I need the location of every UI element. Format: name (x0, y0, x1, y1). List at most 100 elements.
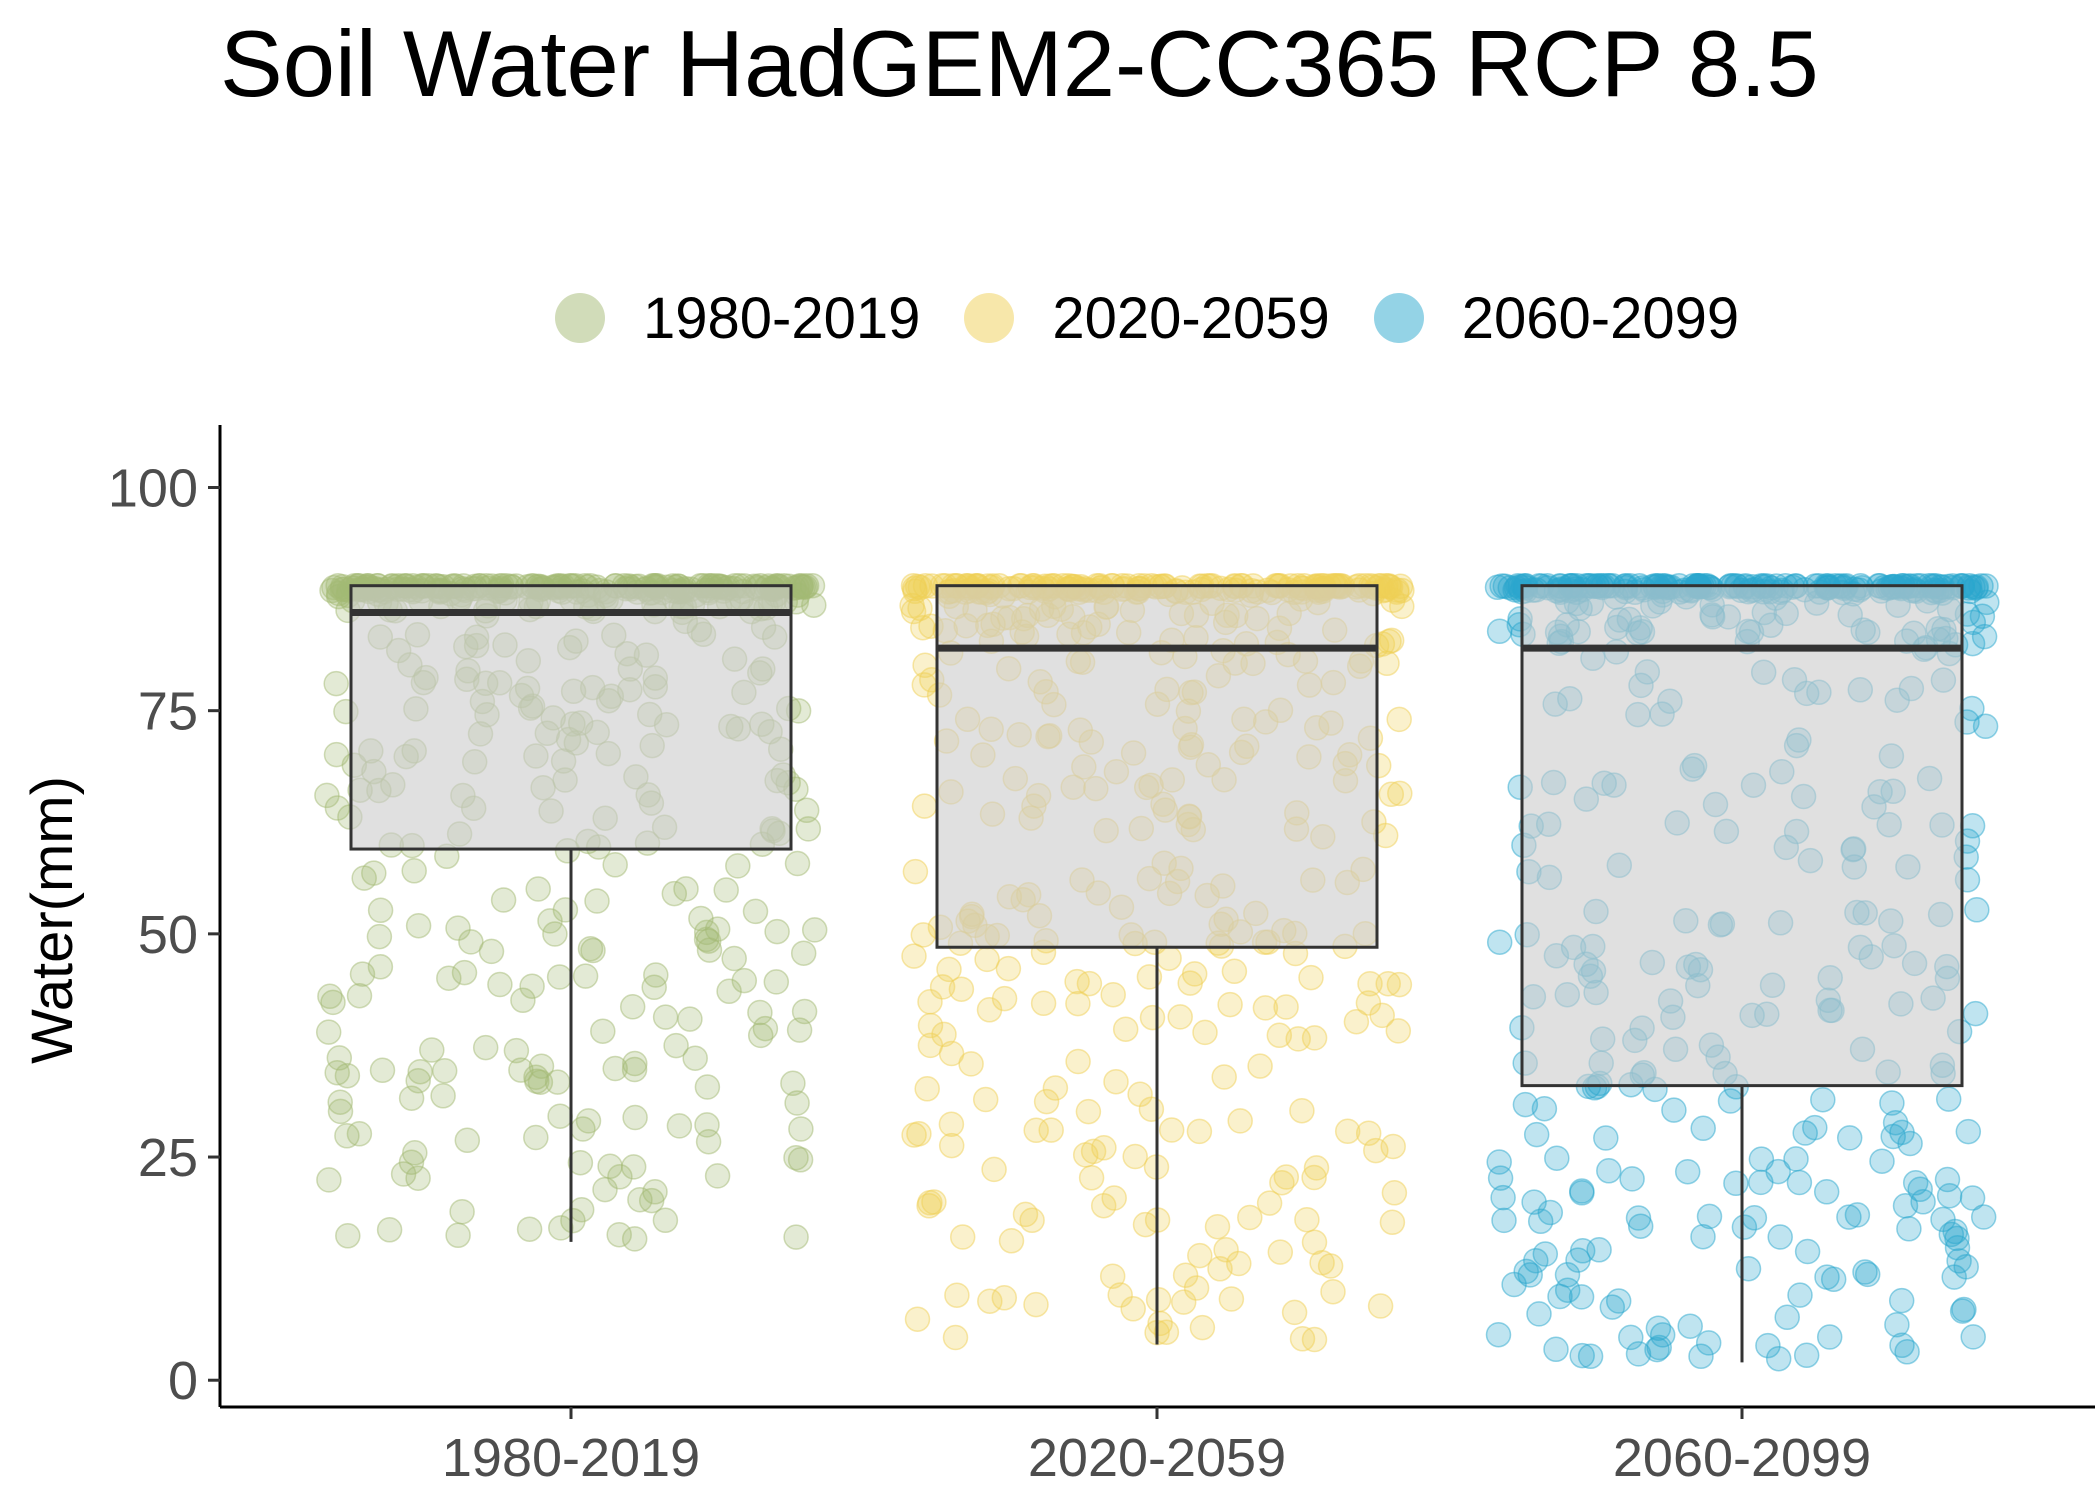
data-point-2020-2059 (1357, 970, 1383, 997)
data-point-2060-2099 (1810, 1086, 1836, 1113)
data-point-2020-2059 (1042, 1075, 1069, 1101)
data-point-2020-2059 (1320, 1278, 1346, 1305)
data-point-2020-2059 (1033, 1088, 1060, 1115)
data-point-2060-2099 (1892, 1193, 1919, 1219)
data-point-2060-2099 (1960, 1324, 1986, 1350)
data-point-2020-2059 (976, 997, 1003, 1023)
data-point-1980-2019 (376, 1217, 403, 1243)
data-point-2060-2099 (1836, 1204, 1862, 1230)
box-1980-2019 (349, 584, 793, 851)
data-point-2020-2059 (1204, 1213, 1231, 1240)
data-point-1980-2019 (695, 928, 722, 954)
data-point-1980-2019 (620, 1154, 647, 1180)
data-point-2020-2059 (1376, 628, 1402, 655)
data-point-1980-2019 (677, 1006, 703, 1032)
data-point-1980-2019 (641, 974, 667, 1001)
data-point-1980-2019 (661, 880, 688, 907)
data-point-2020-2059 (1136, 964, 1163, 990)
data-point-2020-2059 (1107, 1282, 1133, 1308)
data-point-1980-2019 (449, 1198, 475, 1225)
data-point-2060-2099 (1974, 589, 2000, 616)
data-point-2020-2059 (1381, 1180, 1408, 1206)
data-point-1980-2019 (793, 797, 820, 824)
data-point-1980-2019 (547, 1103, 573, 1129)
data-point-2020-2059 (1101, 1185, 1127, 1211)
data-point-2020-2059 (1187, 1242, 1213, 1269)
data-point-2020-2059 (1380, 1133, 1406, 1160)
data-point-2020-2059 (1078, 1165, 1105, 1191)
data-point-2060-2099 (1902, 1170, 1929, 1196)
data-point-2060-2099 (1959, 630, 1986, 657)
data-point-1980-2019 (346, 982, 373, 1009)
data-point-1980-2019 (567, 1149, 594, 1176)
data-point-1980-2019 (731, 967, 758, 994)
data-point-1980-2019 (747, 999, 773, 1026)
data-point-1980-2019 (516, 1216, 543, 1242)
data-point-2020-2059 (1065, 990, 1091, 1017)
legend-item-1980-2019: 1980-2019 (555, 285, 920, 352)
data-point-1980-2019 (323, 670, 349, 697)
data-point-2020-2059 (931, 1021, 957, 1048)
legend-item-2060-2099: 2060-2099 (1373, 285, 1739, 352)
data-point-1980-2019 (592, 1176, 618, 1203)
data-point-2020-2059 (902, 578, 928, 605)
data-point-2020-2059 (1221, 958, 1248, 985)
data-point-2060-2099 (1844, 1202, 1871, 1228)
data-point-2060-2099 (1935, 1086, 1962, 1112)
data-point-2020-2059 (1303, 1155, 1330, 1181)
data-point-2060-2099 (1544, 1145, 1570, 1171)
data-point-1980-2019 (324, 795, 351, 821)
data-point-1980-2019 (652, 1207, 679, 1234)
legend-key-2060-2099 (1373, 293, 1424, 343)
data-point-1980-2019 (577, 935, 604, 962)
data-point-2020-2059 (938, 1132, 965, 1159)
data-point-2020-2059 (1030, 990, 1057, 1017)
data-point-1980-2019 (795, 816, 822, 842)
data-point-1980-2019 (693, 926, 720, 953)
data-point-2060-2099 (1554, 1262, 1581, 1288)
data-point-2060-2099 (1674, 1158, 1701, 1185)
data-point-1980-2019 (694, 1112, 720, 1138)
data-point-2060-2099 (1884, 1311, 1910, 1338)
data-point-1980-2019 (527, 1069, 554, 1095)
data-point-2020-2059 (911, 793, 938, 819)
legend-label-2020-2059: 2020-2059 (1052, 285, 1330, 351)
data-point-2020-2059 (1139, 1004, 1166, 1031)
data-point-1980-2019 (367, 897, 394, 924)
data-point-2060-2099 (1959, 1185, 1986, 1211)
y-tick-label: 0 (168, 1351, 198, 1411)
data-point-2060-2099 (1936, 1183, 1963, 1209)
data-point-2060-2099 (1964, 897, 1990, 923)
data-point-1980-2019 (398, 1149, 425, 1175)
data-point-2020-2059 (944, 1282, 970, 1308)
data-point-2060-2099 (1949, 1298, 1976, 1324)
data-point-2020-2059 (901, 943, 927, 969)
data-point-2060-2099 (1569, 1180, 1595, 1206)
data-point-2060-2099 (1942, 1218, 1968, 1245)
data-point-2060-2099 (1517, 1262, 1543, 1288)
y-axis-label: Water(mm) (20, 776, 85, 1064)
data-point-2020-2059 (1386, 971, 1413, 998)
data-point-2060-2099 (1487, 1165, 1514, 1191)
data-point-1980-2019 (716, 978, 742, 1005)
data-point-1980-2019 (786, 1017, 813, 1043)
data-point-1980-2019 (621, 1056, 648, 1083)
data-point-1980-2019 (369, 1057, 396, 1084)
data-point-1980-2019 (548, 1215, 574, 1241)
data-point-1980-2019 (787, 1147, 814, 1173)
data-point-2020-2059 (1023, 1117, 1049, 1144)
data-point-2020-2059 (1377, 574, 1404, 600)
data-point-2060-2099 (1599, 1294, 1626, 1320)
data-point-2020-2059 (1252, 995, 1279, 1021)
data-point-2060-2099 (1786, 1169, 1813, 1196)
data-point-2060-2099 (1661, 1097, 1687, 1123)
data-point-1980-2019 (430, 1083, 456, 1109)
data-point-2060-2099 (1491, 1207, 1517, 1234)
data-point-2060-2099 (1568, 1284, 1595, 1310)
data-point-1980-2019 (419, 1037, 445, 1063)
data-point-2060-2099 (1537, 1199, 1564, 1226)
legend-key-1980-2019 (555, 293, 605, 343)
data-point-1980-2019 (790, 940, 817, 966)
data-point-2060-2099 (1501, 1271, 1527, 1298)
data-point-2020-2059 (1226, 1250, 1252, 1277)
